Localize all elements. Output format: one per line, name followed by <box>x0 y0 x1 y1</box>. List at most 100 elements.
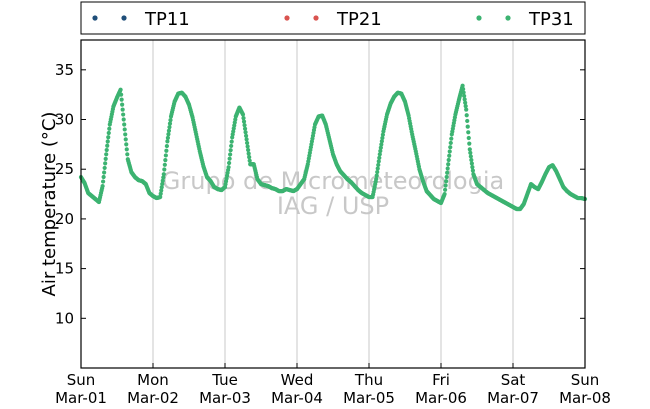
data-point <box>123 132 128 137</box>
data-point <box>103 161 108 166</box>
data-point <box>379 142 384 147</box>
data-point <box>102 165 107 171</box>
data-point <box>242 123 247 128</box>
data-point <box>163 158 168 163</box>
legend-label-tp21: TP21 <box>336 9 382 30</box>
y-axis-label: Air temperature (°C) <box>39 112 60 297</box>
data-point <box>245 140 250 146</box>
data-point <box>445 166 450 171</box>
y-tick-label: 10 <box>55 309 74 327</box>
data-point <box>159 188 164 193</box>
data-point <box>443 183 448 188</box>
x-tick-day: Sun <box>571 371 600 389</box>
data-point <box>240 112 246 117</box>
data-point <box>121 112 126 117</box>
legend-marker-tp21 <box>284 15 290 21</box>
data-point <box>241 116 246 121</box>
data-point <box>167 125 172 130</box>
data-point <box>469 161 474 166</box>
data-point <box>379 139 384 144</box>
data-point <box>463 104 468 109</box>
data-point <box>464 113 469 118</box>
data-point <box>164 143 169 149</box>
data-point <box>119 92 124 97</box>
data-point <box>470 168 475 173</box>
data-point <box>444 174 449 180</box>
data-point <box>445 170 450 175</box>
legend-marker-tp11-b <box>121 15 127 21</box>
data-point <box>227 156 232 161</box>
data-point <box>374 177 379 182</box>
x-tick-date: Mar-01 <box>55 389 107 407</box>
data-point <box>160 181 165 187</box>
y-tick-label: 15 <box>55 260 74 278</box>
data-point <box>378 145 383 150</box>
data-point <box>465 124 470 129</box>
data-point <box>165 135 171 140</box>
data-point <box>118 87 123 92</box>
legend-label-tp31: TP31 <box>528 9 574 30</box>
data-point <box>120 102 125 107</box>
x-tick-date: Mar-06 <box>415 389 467 407</box>
y-tick-label: 30 <box>55 111 74 129</box>
legend-item-tp31: TP31 <box>476 9 574 30</box>
data-point <box>162 167 167 172</box>
data-point <box>124 147 129 152</box>
legend-marker-tp21-b <box>313 15 319 21</box>
data-point <box>444 179 449 184</box>
data-point <box>463 100 468 105</box>
data-point <box>465 118 470 124</box>
data-point <box>468 154 473 159</box>
data-point <box>161 175 166 180</box>
x-tick-day: Tue <box>211 371 238 389</box>
data-point <box>105 143 110 148</box>
data-point <box>467 147 472 152</box>
data-point <box>243 130 248 135</box>
legend-marker-tp31 <box>476 15 482 21</box>
x-tick-day: Mon <box>137 371 169 389</box>
data-point <box>466 135 471 141</box>
data-point <box>104 152 109 157</box>
data-point <box>374 173 379 178</box>
data-point <box>229 143 234 149</box>
x-tick-date: Mar-07 <box>487 389 539 407</box>
data-point <box>160 178 165 183</box>
data-point <box>449 136 454 141</box>
data-point <box>226 165 231 170</box>
data-point <box>166 132 171 137</box>
data-point <box>466 130 471 135</box>
data-point <box>246 151 251 156</box>
data-point <box>448 140 453 146</box>
data-point <box>228 148 233 153</box>
legend-marker-tp11 <box>92 15 98 21</box>
data-point <box>106 130 111 136</box>
data-point <box>376 162 381 168</box>
data-point <box>246 147 251 153</box>
data-point <box>124 142 129 147</box>
data-point <box>447 153 452 158</box>
data-point <box>446 157 451 163</box>
data-point <box>120 107 125 112</box>
x-tick-day: Wed <box>281 371 314 389</box>
y-tick-label: 25 <box>55 160 74 178</box>
data-point <box>447 149 452 154</box>
data-point <box>105 139 110 144</box>
data-points <box>78 83 588 212</box>
data-point <box>464 107 469 112</box>
data-point <box>461 90 466 95</box>
data-point <box>166 128 172 133</box>
data-point <box>104 147 109 153</box>
data-point <box>376 159 381 164</box>
data-point <box>159 185 164 190</box>
data-point <box>380 132 385 137</box>
data-point <box>462 93 467 99</box>
data-point <box>247 158 252 163</box>
data-point <box>228 152 233 157</box>
data-point <box>446 162 451 167</box>
legend-label-tp11: TP11 <box>144 9 190 30</box>
data-point <box>102 170 107 175</box>
data-point <box>119 97 124 102</box>
data-point <box>107 126 112 131</box>
data-point <box>468 150 473 155</box>
